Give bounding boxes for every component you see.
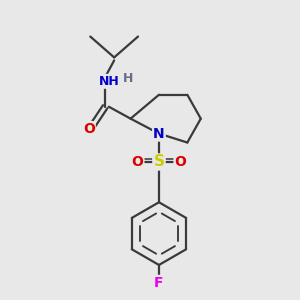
Text: O: O <box>175 155 186 169</box>
Text: O: O <box>131 155 143 169</box>
Text: F: F <box>154 276 164 290</box>
Text: O: O <box>83 122 95 136</box>
Text: N: N <box>153 127 165 141</box>
Text: S: S <box>154 154 164 169</box>
Text: H: H <box>123 72 134 85</box>
Text: NH: NH <box>99 75 120 88</box>
